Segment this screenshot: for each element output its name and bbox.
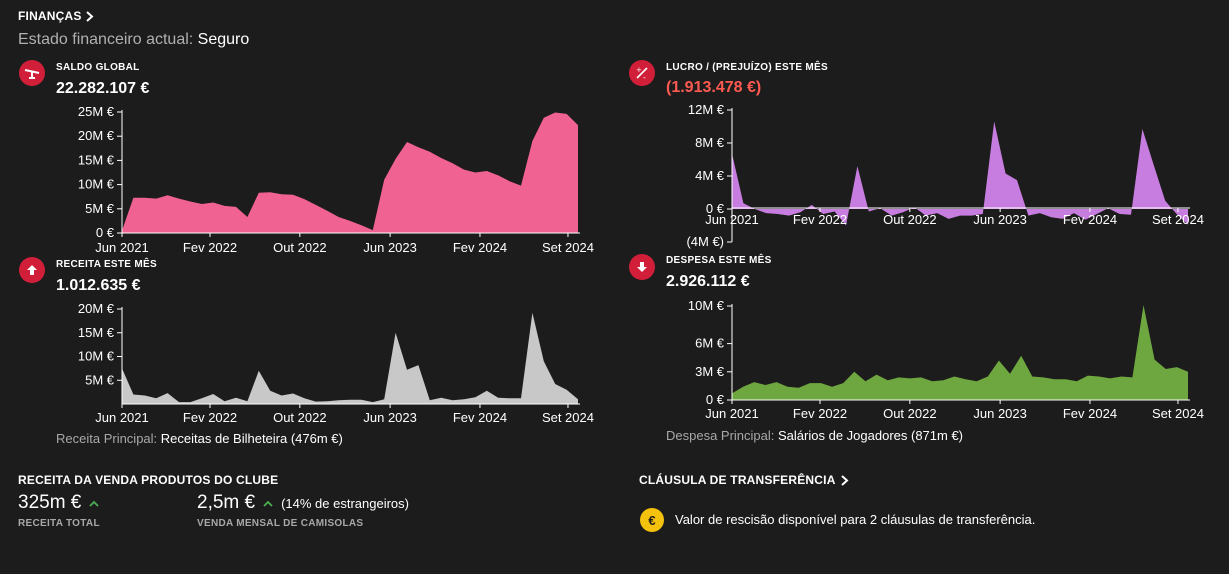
saldo-y-tick-label: 15M € [78,152,115,167]
lucro-area-series [732,121,1188,226]
receita-x-tick-label: Fev 2022 [183,410,237,425]
receita-x-tick-label: Set 2024 [542,410,594,425]
lucro-chart: (4M €) 0 € 4M € 8M € 12M € Jun 2021 Fev 2022 Ou… [686,102,1204,249]
chevron-right-icon [85,10,94,22]
saldo-title: SALDO GLOBAL [56,62,140,73]
receita-value: 1.012.635 € [56,277,141,294]
saldo-value: 22.282.107 € [56,80,150,97]
despesa-principal: Despesa Principal: Salários de Jogadores… [666,428,963,443]
saldo-y-tick-label: 0 € [96,225,115,240]
saldo-x-tick-label: Jun 2023 [363,240,417,255]
saldo-x-tick-label: Set 2024 [542,240,594,255]
merch-title: RECEITA DA VENDA PRODUTOS DO CLUBE [18,473,279,487]
despesa-value: 2.926.112 € [666,273,750,290]
lucro-x-tick-label: Out 2022 [883,212,937,227]
saldo-y-tick-label: 20M € [78,128,115,143]
lucro-y-tick-label: 0 € [706,201,725,216]
despesa-principal-value: Salários de Jogadores (871m €) [778,428,964,443]
arrow-up-icon [19,257,45,283]
despesa-principal-label: Despesa Principal: [666,428,775,443]
finances-title: FINANÇAS [18,9,82,23]
lucro-y-tick-label: 12M € [688,102,725,117]
receita-area-series [122,312,578,404]
balance-scale-icon [19,60,45,86]
receita-principal-label: Receita Principal: [56,431,158,446]
svg-text:+: + [636,66,642,74]
lucro-y-tick-label: (4M €) [686,234,724,249]
despesa-chart: 0 € 3M € 6M € 10M € Jun 2021 Fev 2022 Out 2022… [688,298,1204,421]
saldo-x-tick-label: Jun 2021 [95,240,149,255]
saldo-x-tick-label: Fev 2022 [183,240,237,255]
despesa-y-tick-label: 6M € [695,336,725,351]
transfer-clause-title: CLÁUSULA DE TRANSFERÊNCIA [639,473,836,487]
merch-monthly-note: (14% de estrangeiros) [281,495,409,511]
lucro-x-tick-label: Fev 2022 [793,212,847,227]
lucro-y-tick-label: 4M € [695,168,725,183]
lucro-value: (1.913.478 €) [666,79,762,96]
arrow-down-icon [629,254,655,280]
despesa-title: DESPESA ESTE MÊS [666,255,772,266]
transfer-clause-text: Valor de rescisão disponível para 2 cláu… [675,512,1036,527]
lucro-title: LUCRO / (PREJUÍZO) ESTE MÊS [666,62,829,73]
merch-monthly-label: VENDA MENSAL DE CAMISOLAS [197,518,364,529]
trend-up-icon [89,500,100,507]
despesa-x-tick-label: Fev 2024 [1063,406,1117,421]
lucro-x-tick-label: Jun 2021 [705,212,759,227]
despesa-y-tick-label: 0 € [706,392,725,407]
merch-monthly: 2,5m € (14% de estrangeiros) [197,492,409,514]
svg-text:-: - [643,73,646,81]
receita-x-tick-label: Out 2022 [273,410,327,425]
saldo-x-tick-label: Out 2022 [273,240,327,255]
receita-x-tick-label: Jun 2021 [95,410,149,425]
financial-status: Estado financeiro actual: Seguro [18,31,249,49]
lucro-x-tick-label: Jun 2023 [973,212,1026,227]
euro-coin-icon: € [640,508,664,532]
despesa-x-tick-label: Set 2024 [1152,406,1204,421]
finances-header-link[interactable]: FINANÇAS [18,9,94,23]
lucro-y-tick-label: 8M € [695,135,725,150]
merch-total-value: 325m € [18,492,82,513]
receita-y-tick-label: 15M € [78,325,115,340]
despesa-y-tick-label: 3M € [695,364,725,379]
despesa-x-tick-label: Out 2022 [883,406,937,421]
saldo-chart: 0 € 5M € 10M € 15M € 20M € 25M € Jun 2021 Fev 2… [78,104,594,255]
receita-title: RECEITA ESTE MÊS [56,259,157,270]
profit-loss-icon: + - [629,60,655,86]
lucro-x-tick-label: Set 2024 [1152,212,1204,227]
receita-chart: 5M € 10M € 15M € 20M € Jun 2021 Fev 2022 Out 2… [78,301,594,425]
despesa-x-tick-label: Fev 2022 [793,406,847,421]
despesa-x-tick-label: Jun 2023 [973,406,1026,421]
despesa-y-tick-label: 10M € [688,298,725,313]
saldo-y-tick-label: 10M € [78,177,115,192]
receita-x-tick-label: Jun 2023 [363,410,417,425]
financial-status-value: Seguro [197,31,250,48]
despesa-x-tick-label: Jun 2021 [705,406,759,421]
receita-y-tick-label: 5M € [85,372,115,387]
despesa-area-series [732,305,1188,400]
saldo-y-tick-label: 25M € [78,104,115,119]
merch-total-label: RECEITA TOTAL [18,518,100,529]
financial-status-label: Estado financeiro actual: [18,31,194,48]
saldo-area-series [122,112,578,233]
merch-monthly-value: 2,5m € [197,492,256,513]
receita-principal: Receita Principal: Receitas de Bilheteir… [56,431,343,446]
trend-up-icon [263,500,273,507]
merch-total: 325m € [18,492,100,514]
saldo-x-tick-label: Fev 2024 [453,240,507,255]
receita-principal-value: Receitas de Bilheteira (476m €) [160,431,343,446]
receita-y-tick-label: 10M € [78,349,115,364]
saldo-y-tick-label: 5M € [85,201,115,216]
transfer-clause-link[interactable]: CLÁUSULA DE TRANSFERÊNCIA [639,473,849,487]
receita-x-tick-label: Fev 2024 [453,410,507,425]
receita-y-tick-label: 20M € [78,301,115,316]
chevron-right-icon [840,474,849,486]
lucro-x-tick-label: Fev 2024 [1063,212,1117,227]
